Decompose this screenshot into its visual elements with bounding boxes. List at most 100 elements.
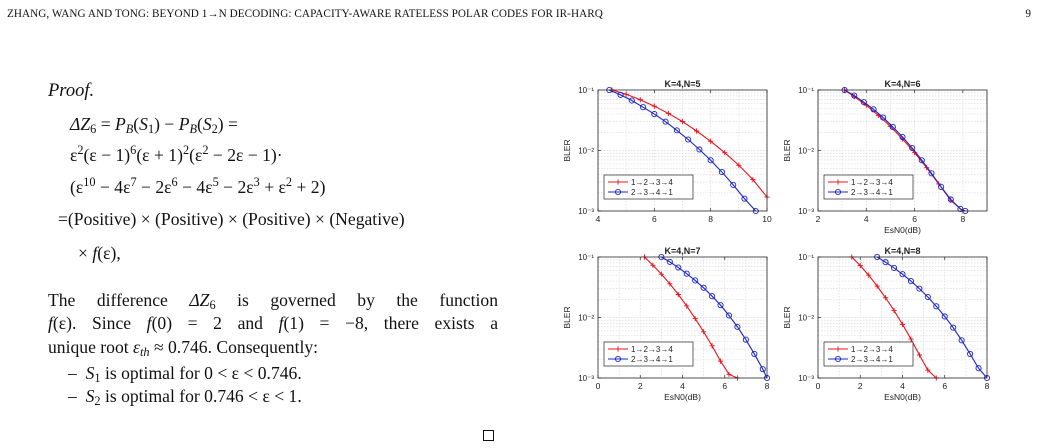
y-axis-label: BLER	[782, 139, 792, 161]
data-point	[874, 283, 880, 289]
eq3-term-g: + 2)	[292, 177, 326, 197]
eq2-exp-1: 2	[77, 143, 84, 158]
qed-box	[483, 430, 494, 441]
data-point	[909, 144, 916, 152]
data-point	[673, 127, 680, 134]
eq5-function: f	[92, 243, 98, 263]
eq5-times: ×	[78, 243, 93, 263]
x-tick-label: 6	[942, 381, 947, 391]
bullet-item-2: – S2 is optimal for 0.746 < ε < 1.	[68, 386, 302, 407]
series-line	[644, 256, 738, 379]
y-tick-label: 10⁻¹	[578, 253, 594, 262]
data-point	[924, 293, 931, 301]
bullet-dash-2: –	[68, 386, 77, 406]
data-point	[666, 258, 673, 265]
data-point	[750, 177, 756, 183]
para-l1-symbol: ΔZ	[189, 290, 210, 310]
x-tick-label: 6	[722, 381, 727, 391]
running-header: ZHANG, WANG AND TONG: BEYOND 1→N DECODIN…	[7, 8, 1034, 22]
data-point	[759, 366, 766, 373]
running-title: ZHANG, WANG AND TONG: BEYOND 1→N DECODIN…	[7, 8, 603, 20]
x-axis-label: EsN0(dB)	[664, 392, 701, 402]
y-tick-label: 10⁻¹	[798, 253, 814, 262]
set-symbol-1: S	[139, 114, 148, 134]
data-point	[650, 262, 656, 268]
eq2-exp-2: 6	[130, 143, 137, 158]
prob-subscript-1: B	[125, 122, 134, 137]
eq3-exp-f: 2	[285, 175, 293, 190]
legend-marker	[615, 346, 621, 352]
data-point	[950, 324, 957, 331]
data-point	[866, 272, 872, 278]
para-line-2: f(ε). Since f(0) = 2 and f(1) = −8, ther…	[48, 312, 498, 335]
data-point	[742, 336, 749, 343]
chart-title: K=4,N=6	[884, 79, 920, 89]
bullet-text-1: is optimal for 0 < ε < 0.746.	[100, 363, 302, 383]
series-line	[611, 89, 768, 198]
eq2-term-1: ε	[70, 145, 78, 165]
set-symbol-2: S	[202, 114, 212, 134]
x-tick-label: 8	[708, 214, 713, 224]
data-point	[734, 323, 741, 330]
para-line-1: The difference ΔZ6 is governed by the fu…	[48, 289, 498, 312]
delta-z-symbol: ΔZ	[70, 114, 91, 134]
eq5-argument: (ε),	[97, 243, 121, 263]
x-tick-label: 2	[638, 381, 643, 391]
data-point	[658, 271, 664, 277]
data-point	[916, 285, 923, 292]
para-line-3: unique root εth ≈ 0.746. Consequently:	[48, 336, 498, 359]
data-point	[617, 91, 624, 98]
legend-box	[603, 174, 694, 200]
data-point	[958, 337, 965, 344]
data-point	[857, 263, 863, 269]
bullet-sub-1: 1	[94, 371, 101, 386]
x-tick-label: 6	[912, 214, 917, 224]
eq2-exp-4: 2	[202, 143, 209, 158]
para-l2-fn: f	[48, 313, 53, 334]
data-point	[675, 291, 681, 298]
data-point	[889, 123, 896, 131]
para-l2-c: (1) = −8, there exists a	[283, 313, 499, 334]
x-tick-label: 0	[596, 381, 601, 391]
data-point	[851, 92, 858, 99]
data-point	[918, 157, 925, 164]
data-point	[907, 278, 915, 285]
data-point	[692, 315, 698, 322]
eq2-exp-3: 2	[182, 143, 190, 158]
data-point	[700, 284, 707, 291]
legend-label: 1→2→3→4	[851, 178, 893, 187]
chart-title: K=4,N=8	[884, 246, 920, 256]
bullet-sub-2: 2	[94, 394, 101, 409]
data-point	[708, 138, 714, 144]
data-point	[717, 358, 724, 364]
bullet-set-2: S	[85, 386, 95, 406]
legend-label: 2→3→4→1	[631, 355, 673, 364]
chart-legend: 1→2→3→42→3→4→1	[603, 341, 694, 367]
equation-line-1: ΔZ6 = PB(S1) − PB(S2) =	[70, 114, 238, 137]
x-tick-label: 8	[985, 381, 990, 391]
legend-box	[823, 174, 914, 200]
delta-z-subscript: 6	[90, 122, 97, 137]
equation-line-5: × f(ε),	[78, 243, 121, 264]
chart-legend: 1→2→3→42→3→4→1	[823, 341, 914, 367]
series-1	[849, 254, 939, 381]
chart-title: K=4,N=5	[664, 79, 700, 89]
y-tick-label: 10⁻³	[578, 374, 594, 383]
y-tick-label: 10⁻²	[578, 314, 594, 323]
para-l1-sub: 6	[209, 298, 216, 313]
set-subscript-1: 1	[147, 122, 155, 137]
data-point	[880, 114, 887, 121]
data-point	[693, 128, 700, 134]
eq3-term-d: − 4ε	[177, 177, 213, 197]
eq3-exp-a: 10	[83, 175, 96, 190]
data-point	[741, 195, 748, 202]
bullet-item-1: – S1 is optimal for 0 < ε < 0.746.	[68, 363, 302, 384]
legend-marker	[835, 346, 841, 352]
y-tick-label: 10⁻²	[798, 314, 814, 323]
eq2-term-4: (ε	[189, 145, 203, 165]
legend-label: 1→2→3→4	[631, 178, 673, 187]
para-l3-sub: th	[139, 344, 150, 359]
data-point	[899, 321, 906, 327]
data-point	[883, 295, 889, 301]
